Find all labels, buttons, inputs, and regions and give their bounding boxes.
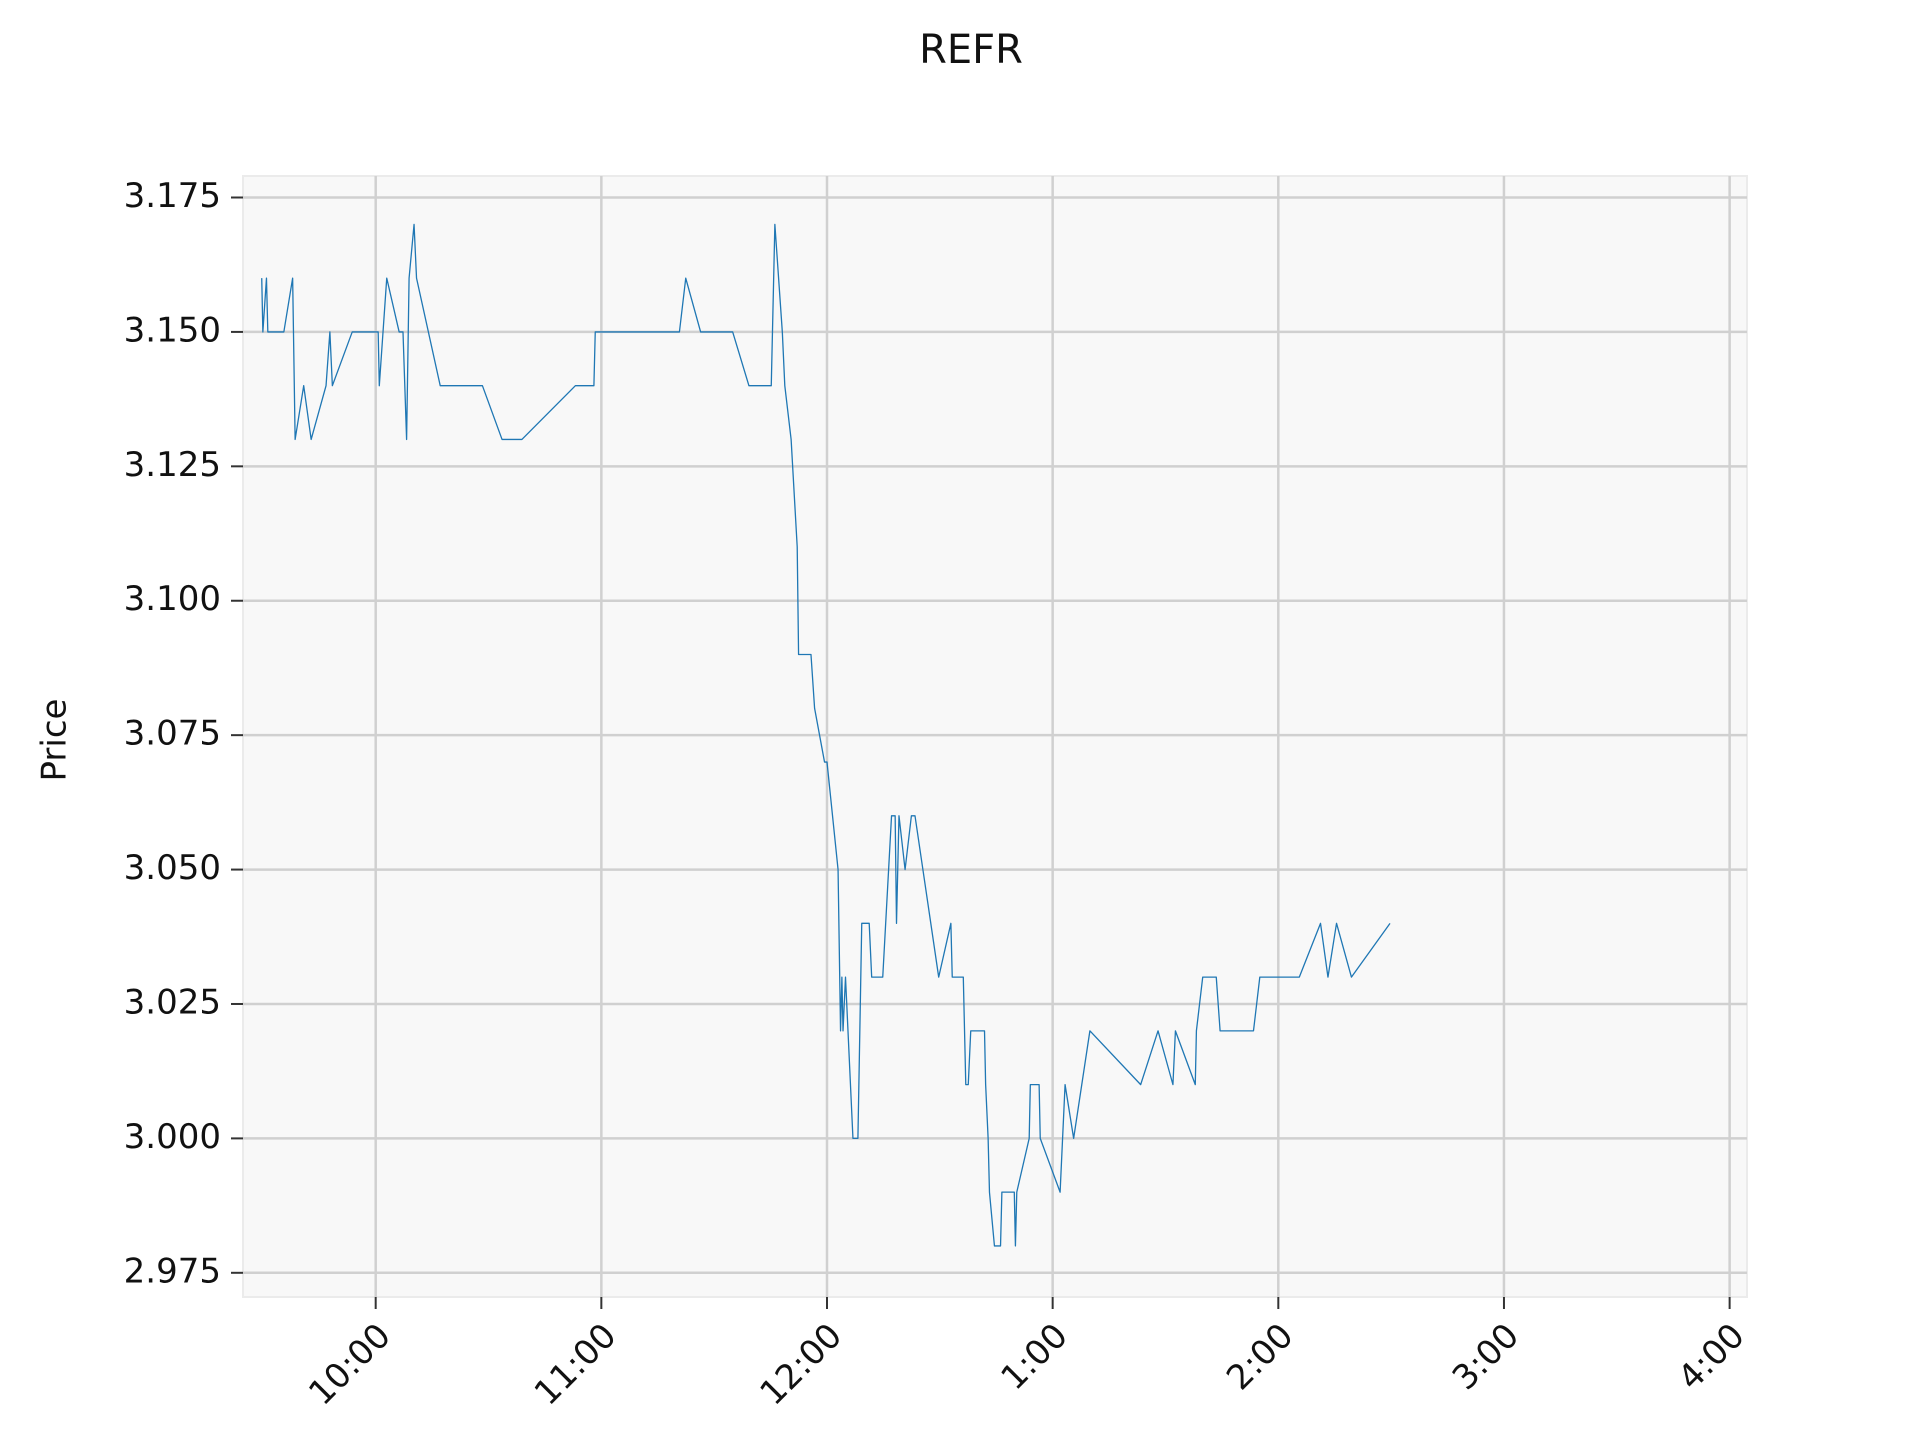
x-tick-label: 12:00 (753, 1316, 851, 1414)
y-tick-label: 3.100 (124, 579, 221, 619)
x-tick-label: 2:00 (1219, 1316, 1301, 1398)
chart-title: REFR (919, 27, 1023, 73)
y-axis-label: Price (35, 699, 75, 782)
y-tick-label: 3.000 (124, 1117, 221, 1157)
y-tick-label: 2.975 (124, 1251, 221, 1291)
y-tick-label: 3.075 (124, 714, 221, 754)
price-line (261, 223, 1391, 1247)
y-tick-label: 3.050 (124, 848, 221, 888)
x-tick-label: 10:00 (301, 1316, 399, 1414)
x-tick-label: 1:00 (993, 1316, 1075, 1398)
y-tick-label: 3.150 (124, 310, 221, 350)
x-tick-label: 11:00 (527, 1316, 625, 1414)
y-tick-label: 3.025 (124, 982, 221, 1022)
y-tick-label: 3.175 (124, 176, 221, 216)
plot-area (242, 175, 1748, 1298)
y-tick-label: 3.125 (124, 445, 221, 485)
x-tick-label: 4:00 (1670, 1316, 1752, 1398)
x-tick-label: 3:00 (1445, 1316, 1527, 1398)
